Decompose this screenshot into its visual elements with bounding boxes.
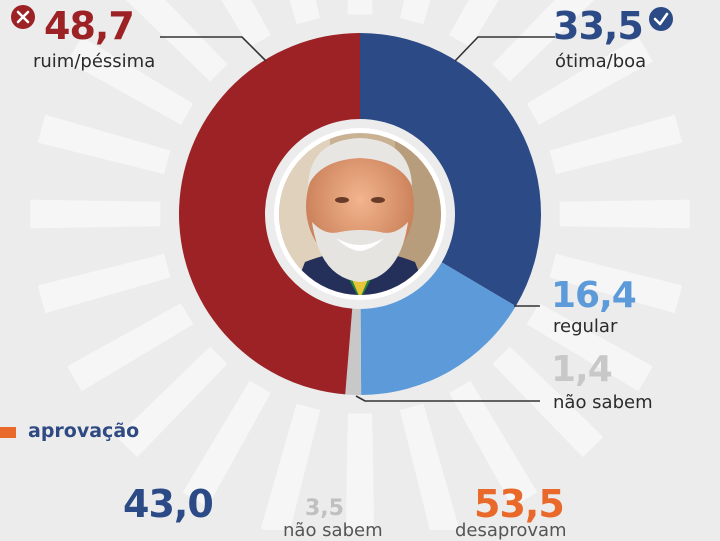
chart-canvas: 48,7 ruim/péssima 33,5 ótima/boa 16,4 re… <box>11 0 690 530</box>
regular-value: 16,4 <box>551 275 636 316</box>
background-ray <box>345 413 375 530</box>
background-ray <box>549 253 683 314</box>
approval-title: aprovação <box>28 420 140 442</box>
background-rays <box>30 0 690 530</box>
background-ray <box>125 0 228 82</box>
background-ray <box>30 199 161 229</box>
ruim-value: 48,7 <box>44 4 134 48</box>
otima-value: 33,5 <box>553 4 643 48</box>
approval-unknown-value: 3,5 <box>305 496 344 521</box>
background-ray <box>260 403 321 530</box>
background-ray <box>399 403 460 530</box>
approval-section: aprovação 43,0 3,5 não sabem 53,5 desapr… <box>0 418 720 541</box>
donut-slice-ruimpssima <box>178 33 360 395</box>
disapprove-value: 53,5 <box>474 482 565 526</box>
background-ray <box>526 303 653 392</box>
x-circle-icon <box>11 5 35 29</box>
regular-label: regular <box>553 316 618 337</box>
background-ray <box>37 253 171 314</box>
section-marker <box>0 427 16 438</box>
background-ray <box>221 0 271 48</box>
donut-slice-regular <box>360 262 516 395</box>
background-ray <box>449 380 538 507</box>
leader-line-naosabem <box>355 395 540 402</box>
background-ray <box>289 0 321 25</box>
background-ray <box>116 346 228 458</box>
donut-slice-nosabem <box>345 308 362 396</box>
donut-slice-timaboa <box>360 33 541 307</box>
ruim-label: ruim/péssima <box>33 51 155 72</box>
leader-line-otima <box>454 36 555 62</box>
background-ray <box>67 303 194 392</box>
background-ray <box>37 114 171 175</box>
background-ray <box>347 0 373 15</box>
background-ray <box>67 36 194 125</box>
disapprove-label: desaprovam <box>455 520 567 541</box>
background-ray <box>182 380 271 507</box>
background-ray <box>492 0 595 82</box>
approve-value: 43,0 <box>123 482 214 526</box>
background-ray <box>399 0 431 25</box>
donut-chart <box>178 33 541 396</box>
naosabem-label: não sabem <box>553 392 653 413</box>
check-circle-icon <box>649 7 673 31</box>
background-ray <box>549 114 683 175</box>
otima-label: ótima/boa <box>555 51 646 72</box>
approval-unknown-label: não sabem <box>283 520 383 541</box>
background-ray <box>526 36 653 125</box>
center-portrait <box>267 121 453 307</box>
naosabem-value: 1,4 <box>551 349 612 390</box>
background-ray <box>492 346 604 458</box>
background-ray <box>559 199 690 229</box>
leader-line-ruim <box>160 36 267 62</box>
background-ray <box>449 0 499 48</box>
